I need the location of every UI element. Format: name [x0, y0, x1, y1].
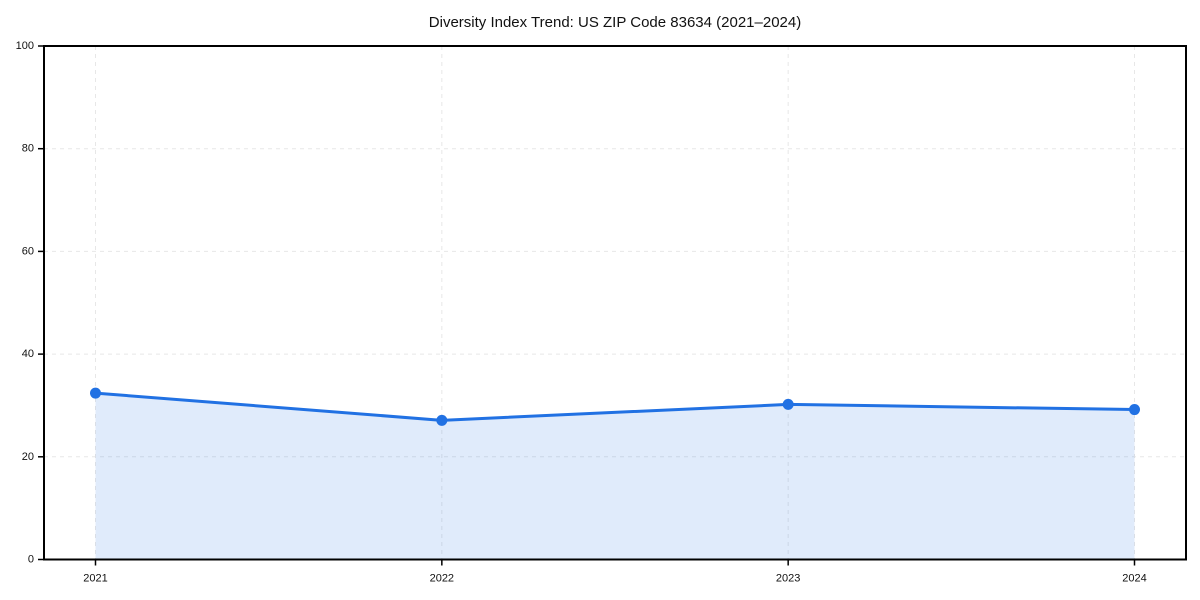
data-point-marker	[436, 414, 448, 426]
data-point-marker	[1129, 404, 1140, 416]
y-tick-label: 60	[22, 245, 34, 257]
y-tick-label: 20	[22, 451, 34, 463]
x-tick-label: 2024	[1122, 573, 1146, 585]
grid-layer	[44, 46, 1186, 560]
area-fill	[95, 393, 1135, 560]
label-layer: 0 20 40 60 80 100 2021 2022 2023 2024	[16, 40, 1147, 585]
y-tick-label: 100	[16, 40, 34, 52]
trend-line	[94, 391, 1136, 422]
y-tick-label: 0	[28, 554, 34, 566]
chart-title: Diversity Index Trend: US ZIP Code 83634…	[429, 14, 801, 31]
y-tick-label: 40	[22, 348, 34, 360]
x-tick-label: 2021	[83, 573, 107, 585]
marker-layer	[90, 387, 1140, 426]
area-layer	[95, 393, 1135, 560]
axis-layer	[38, 45, 1187, 566]
line-layer	[94, 391, 1136, 422]
data-point-marker	[90, 387, 101, 399]
plot-border	[43, 45, 1187, 561]
y-tick-label: 80	[22, 143, 34, 155]
x-tick-label: 2022	[430, 573, 454, 585]
data-point-marker	[782, 398, 794, 410]
x-tick-label: 2023	[776, 573, 800, 585]
